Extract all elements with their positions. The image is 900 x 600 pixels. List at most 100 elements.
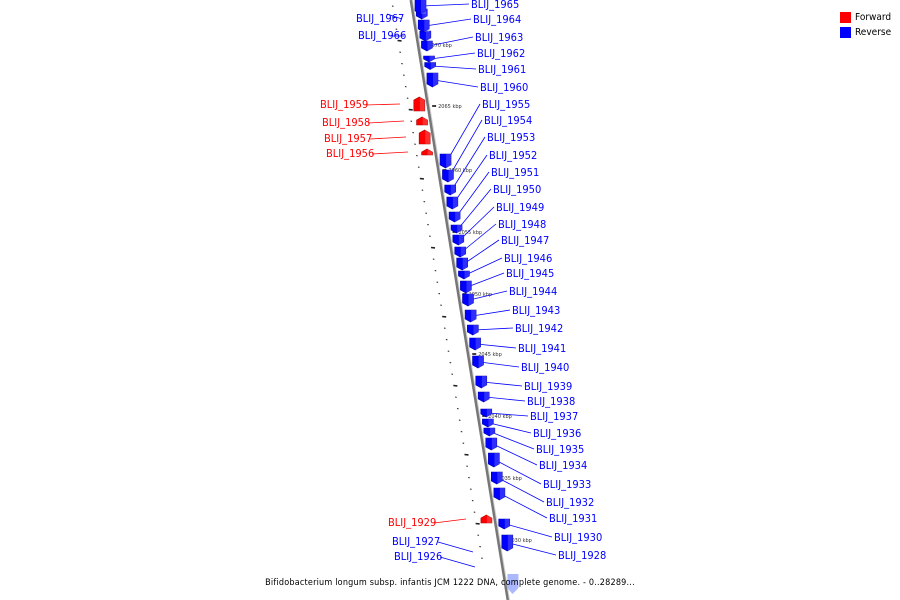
scale-label: 2030 kbp <box>508 538 532 544</box>
gene-label[interactable]: BLIJ_1965 <box>471 0 519 11</box>
gene-arrow-shade <box>448 170 454 182</box>
gene-leader <box>425 18 472 27</box>
gene-label[interactable]: BLIJ_1935 <box>536 443 584 456</box>
gene-label[interactable]: BLIJ_1948 <box>498 218 546 231</box>
gene-label[interactable]: BLIJ_1951 <box>491 166 539 179</box>
gene-arrow[interactable] <box>414 0 427 15</box>
gene-arrow[interactable] <box>483 427 496 437</box>
gene-arrow[interactable] <box>462 293 474 307</box>
gene-label[interactable]: BLIJ_1942 <box>515 322 563 335</box>
gene-arrow[interactable] <box>482 418 494 428</box>
gene-arrow[interactable] <box>426 72 439 88</box>
scale-marks: 2070 kbp 2065 kbp 2060 kbp 2055 kbp 2050 kbp… <box>422 43 532 544</box>
gene-label[interactable]: BLIJ_1932 <box>546 496 594 509</box>
gene-leader <box>386 13 403 20</box>
gene-label[interactable]: BLIJ_1955 <box>482 98 530 111</box>
gene-arrow[interactable] <box>464 309 477 323</box>
gene-arrow-shade <box>450 185 456 195</box>
gene-label[interactable]: BLIJ_1938 <box>527 395 575 408</box>
gene-arrow[interactable] <box>488 452 500 468</box>
gene-label[interactable]: BLIJ_1960 <box>480 81 528 94</box>
gene-arrow-shade <box>497 472 503 484</box>
gene-arrow[interactable] <box>454 246 467 258</box>
gene-label[interactable]: BLIJ_1947 <box>501 234 549 247</box>
gene-label[interactable]: BLIJ_1931 <box>549 512 597 525</box>
gene-leader <box>428 36 474 47</box>
gene-arrow-shade <box>425 130 431 144</box>
gene-label[interactable]: BLIJ_1958 <box>322 116 370 129</box>
gene-arrow[interactable] <box>490 471 503 485</box>
gene-arrow[interactable] <box>413 96 426 112</box>
gene-label[interactable]: BLIJ_1944 <box>509 285 557 298</box>
gene-arrow[interactable] <box>417 19 430 33</box>
gene-arrow[interactable] <box>448 211 461 223</box>
gene-label[interactable]: BLIJ_1952 <box>489 149 537 162</box>
gene-label[interactable]: BLIJ_1930 <box>554 531 602 544</box>
gene-arrow-shade <box>460 247 466 257</box>
gene-arrow-shade <box>481 376 487 388</box>
gene-arrow[interactable] <box>452 234 465 246</box>
gene-label[interactable]: BLIJ_1963 <box>475 31 523 44</box>
gene-arrow[interactable] <box>480 408 493 418</box>
gene-label[interactable]: BLIJ_1959 <box>320 98 368 111</box>
gene-label[interactable]: BLIJ_1967 <box>356 12 404 25</box>
gene-labels: BLIJ_1967 BLIJ_1966 BLIJ_1965 BLIJ_1964 BLIJ… <box>320 0 606 563</box>
gene-arrow[interactable] <box>480 514 493 524</box>
gene-label[interactable]: BLIJ_1961 <box>478 63 526 76</box>
gene-arrow[interactable] <box>446 196 459 210</box>
gene-arrow[interactable] <box>460 280 472 294</box>
gene-label[interactable]: BLIJ_1943 <box>512 304 560 317</box>
gene-arrow[interactable] <box>442 169 454 183</box>
gene-label[interactable]: BLIJ_1929 <box>388 516 436 529</box>
gene-arrow[interactable] <box>498 518 511 530</box>
gene-label[interactable]: BLIJ_1928 <box>558 549 606 562</box>
gene-arrow[interactable] <box>493 487 506 501</box>
gene-arrow[interactable] <box>421 40 433 52</box>
gene-label[interactable]: BLIJ_1936 <box>533 427 581 440</box>
gene-label[interactable]: BLIJ_1954 <box>484 114 532 127</box>
gene-label[interactable]: BLIJ_1966 <box>358 29 406 42</box>
gene-arrow[interactable] <box>439 153 452 169</box>
gene-arrow-shade <box>427 41 433 51</box>
gene-arrow[interactable] <box>456 257 468 271</box>
gene-label[interactable]: BLIJ_1962 <box>477 47 525 60</box>
scale-label: 2050 kbp <box>469 292 493 298</box>
gene-arrow-shade <box>421 0 426 14</box>
gene-arrow[interactable] <box>418 129 431 145</box>
gene-label[interactable]: BLIJ_1939 <box>524 380 572 393</box>
gene-label[interactable]: BLIJ_1941 <box>518 342 566 355</box>
gene-label[interactable]: BLIJ_1957 <box>324 132 372 145</box>
gene-leader <box>467 272 505 288</box>
gene-arrow[interactable] <box>469 337 481 351</box>
gene-arrow[interactable] <box>450 224 463 234</box>
gene-label[interactable]: BLIJ_1945 <box>506 267 554 280</box>
gene-arrow[interactable] <box>472 355 484 369</box>
scale-label: 2065 kbp <box>438 104 462 110</box>
gene-label[interactable]: BLIJ_1964 <box>473 13 521 26</box>
gene-arrow[interactable] <box>501 534 514 552</box>
gene-label[interactable]: BLIJ_1946 <box>504 252 552 265</box>
gene-label[interactable]: BLIJ_1953 <box>487 131 535 144</box>
gene-label[interactable]: BLIJ_1956 <box>326 147 374 160</box>
gene-label[interactable]: BLIJ_1933 <box>543 478 591 491</box>
gene-label[interactable]: BLIJ_1927 <box>392 535 440 548</box>
gene-arrow[interactable] <box>485 437 498 451</box>
gene-arrow[interactable] <box>423 55 435 63</box>
gene-leader <box>492 443 538 466</box>
gene-arrow[interactable] <box>444 184 457 196</box>
gene-arrow[interactable] <box>458 270 470 280</box>
gene-arrow[interactable] <box>477 391 490 403</box>
gene-label[interactable]: BLIJ_1934 <box>539 459 587 472</box>
gene-label[interactable]: BLIJ_1949 <box>496 201 544 214</box>
gene-arrow[interactable] <box>416 116 428 126</box>
gene-label[interactable]: BLIJ_1926 <box>394 550 442 563</box>
gene-arrow[interactable] <box>467 324 479 336</box>
gene-arrow[interactable] <box>421 148 433 156</box>
gene-arrow[interactable] <box>475 375 488 389</box>
gene-leader <box>446 103 481 162</box>
gene-arrow[interactable] <box>424 62 436 70</box>
gene-label[interactable]: BLIJ_1950 <box>493 183 541 196</box>
gene-label[interactable]: BLIJ_1937 <box>530 410 578 423</box>
gene-label[interactable]: BLIJ_1940 <box>521 361 569 374</box>
gene-arrow[interactable] <box>419 30 432 42</box>
